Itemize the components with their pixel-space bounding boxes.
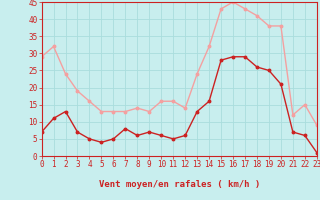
X-axis label: Vent moyen/en rafales ( km/h ): Vent moyen/en rafales ( km/h ) bbox=[99, 180, 260, 189]
